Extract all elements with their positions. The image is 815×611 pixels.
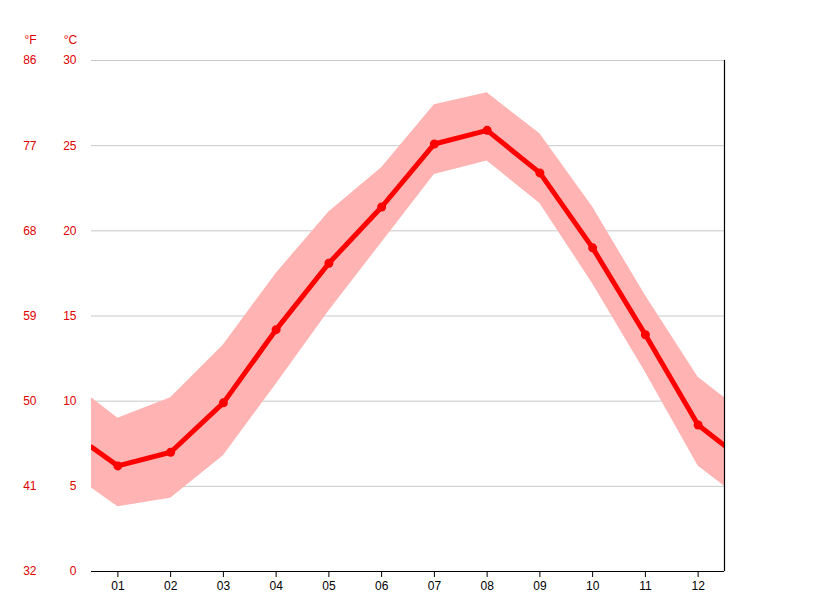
svg-text:59: 59 [23,309,37,323]
svg-text:03: 03 [217,579,231,593]
svg-text:32: 32 [23,564,37,578]
svg-text:05: 05 [322,579,336,593]
svg-text:07: 07 [428,579,442,593]
svg-text:06: 06 [375,579,389,593]
svg-text:08: 08 [480,579,494,593]
svg-text:04: 04 [269,579,283,593]
svg-text:41: 41 [23,479,37,493]
svg-text:25: 25 [63,139,77,153]
svg-text:10: 10 [63,394,77,408]
svg-text:02: 02 [164,579,178,593]
svg-text:30: 30 [63,53,77,67]
svg-text:15: 15 [63,309,77,323]
svg-text:20: 20 [63,224,77,238]
svg-text:5: 5 [70,479,77,493]
svg-text:12: 12 [691,579,705,593]
svg-text:01: 01 [111,579,125,593]
svg-text:10: 10 [586,579,600,593]
svg-text:0: 0 [70,564,77,578]
svg-text:°F: °F [24,33,36,47]
svg-text:86: 86 [23,53,37,67]
svg-text:50: 50 [23,394,37,408]
svg-text:09: 09 [533,579,547,593]
svg-text:°C: °C [64,33,78,47]
svg-text:11: 11 [639,579,652,593]
svg-text:77: 77 [23,139,37,153]
svg-text:68: 68 [23,224,37,238]
